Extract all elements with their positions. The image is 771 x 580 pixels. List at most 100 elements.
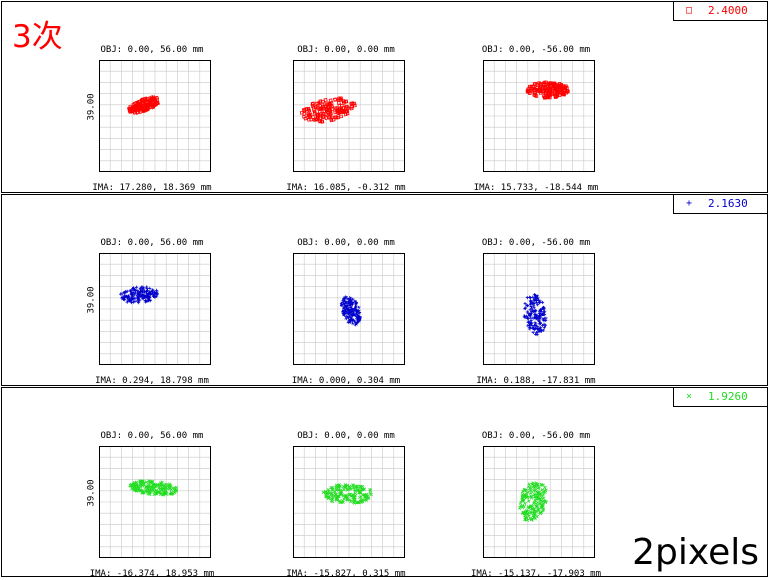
- spot-point: [140, 483, 145, 488]
- spot-point: [523, 514, 527, 518]
- spot-point: [339, 103, 344, 108]
- spot-point: [333, 97, 338, 102]
- spot-panel-2: + 2.1630 OBJ: 0.00, 56.00 mm 39.00 IMA: …: [1, 194, 768, 386]
- spot-point: [368, 487, 372, 492]
- spot-point: [328, 111, 333, 116]
- spot-point: [534, 293, 538, 298]
- spot-point: [158, 491, 163, 495]
- spot-point: [344, 316, 348, 321]
- spot-point: [158, 486, 163, 491]
- spot-point: [533, 494, 537, 499]
- spot-point: [307, 108, 312, 113]
- spot-point: [537, 311, 541, 316]
- spot-point: [520, 494, 525, 498]
- spot-point: [355, 322, 359, 326]
- spot-point: [125, 294, 129, 298]
- object-field-label: OBJ: 0.00, 56.00 mm: [100, 45, 204, 55]
- spot-point: [533, 313, 537, 317]
- spot-point: [338, 491, 343, 496]
- image-position-label: IMA: 0.294, 18.798 mm: [95, 376, 209, 386]
- spot-point: [538, 496, 543, 501]
- spot-point: [525, 495, 530, 500]
- spot-point: [541, 306, 545, 310]
- spot-point: [533, 326, 538, 331]
- spot-point: [131, 482, 136, 487]
- spot-point: [162, 484, 166, 489]
- spot-point: [151, 293, 155, 297]
- image-position-label: IMA: -15.827, 0.315 mm: [286, 569, 406, 579]
- spot-point: [324, 112, 329, 117]
- spot-point: [528, 308, 532, 312]
- spot-point: [346, 488, 350, 492]
- spot-point: [341, 306, 346, 311]
- spot-point: [359, 491, 363, 495]
- image-position-label: IMA: 15.733, -18.544 mm: [473, 183, 599, 193]
- spot-point: [534, 315, 538, 319]
- spot-point: [530, 507, 534, 512]
- spot-point: [130, 292, 135, 296]
- spot-point: [541, 508, 546, 513]
- spot-point: [542, 325, 547, 330]
- image-position-label: IMA: 16.085, -0.312 mm: [286, 183, 406, 193]
- spot-point: [336, 485, 340, 489]
- spot-point: [541, 496, 546, 500]
- spot-point: [532, 492, 537, 497]
- spot-plot: [483, 60, 595, 172]
- object-field-label: OBJ: 0.00, 0.00 mm: [297, 431, 395, 441]
- spot-point: [523, 306, 527, 311]
- spot-point: [351, 484, 356, 488]
- spot-point: [537, 309, 542, 313]
- spot-point: [344, 301, 349, 305]
- spot-point: [148, 286, 152, 291]
- spot-point: [344, 314, 349, 318]
- spot-point: [353, 491, 358, 496]
- spot-point: [339, 303, 344, 308]
- spot-point: [134, 285, 139, 289]
- spot-point: [341, 298, 345, 302]
- spot-point: [343, 484, 348, 489]
- legend-symbol-3: ×: [686, 391, 693, 402]
- spot-point: [147, 102, 152, 107]
- spot-point: [161, 487, 166, 491]
- legend-symbol-2: +: [686, 198, 693, 209]
- spot-point: [520, 504, 524, 509]
- spot-point: [544, 88, 548, 93]
- spot-point: [529, 491, 534, 496]
- spot-plot: [483, 446, 595, 558]
- legend-value-3: 1.9260: [708, 390, 748, 403]
- spot-point: [537, 319, 541, 324]
- spot-point: [328, 101, 333, 106]
- spot-point: [142, 481, 146, 485]
- spot-point: [326, 496, 331, 501]
- spot-point: [146, 492, 150, 496]
- spot-point: [125, 289, 129, 293]
- spot-point: [141, 288, 145, 292]
- spot-cell: OBJ: 0.00, 0.00 mm IMA: 16.085, -0.312 m…: [276, 44, 416, 194]
- spot-point: [526, 316, 530, 321]
- spot-point: [360, 488, 365, 492]
- spot-point: [532, 304, 536, 308]
- spot-point: [540, 300, 545, 305]
- spot-cell: OBJ: 0.00, 56.00 mm 39.00 IMA: 0.294, 18…: [82, 237, 222, 387]
- spot-point: [328, 104, 333, 109]
- spot-point: [135, 104, 140, 109]
- spot-points: [339, 295, 362, 327]
- spot-point: [312, 108, 316, 113]
- spot-point: [130, 296, 134, 301]
- spot-point: [349, 309, 353, 313]
- spot-point: [369, 492, 373, 497]
- spot-panel-1: □ 2.4000 OBJ: 0.00, 56.00 mm 39.00 IMA: …: [1, 1, 768, 193]
- spot-point: [351, 498, 356, 502]
- image-position-label: IMA: 17.280, 18.369 mm: [92, 183, 212, 193]
- spot-point: [543, 499, 548, 503]
- spot-point: [333, 492, 337, 497]
- spot-point: [533, 308, 537, 312]
- spot-point: [129, 109, 134, 114]
- spot-point: [523, 493, 528, 498]
- spot-point: [143, 101, 148, 106]
- spot-point: [539, 313, 543, 318]
- spot-point: [164, 491, 168, 496]
- spot-cell: OBJ: 0.00, 56.00 mm 39.00 IMA: 17.280, 1…: [82, 44, 222, 194]
- spot-point: [541, 317, 545, 321]
- spot-point: [354, 307, 358, 311]
